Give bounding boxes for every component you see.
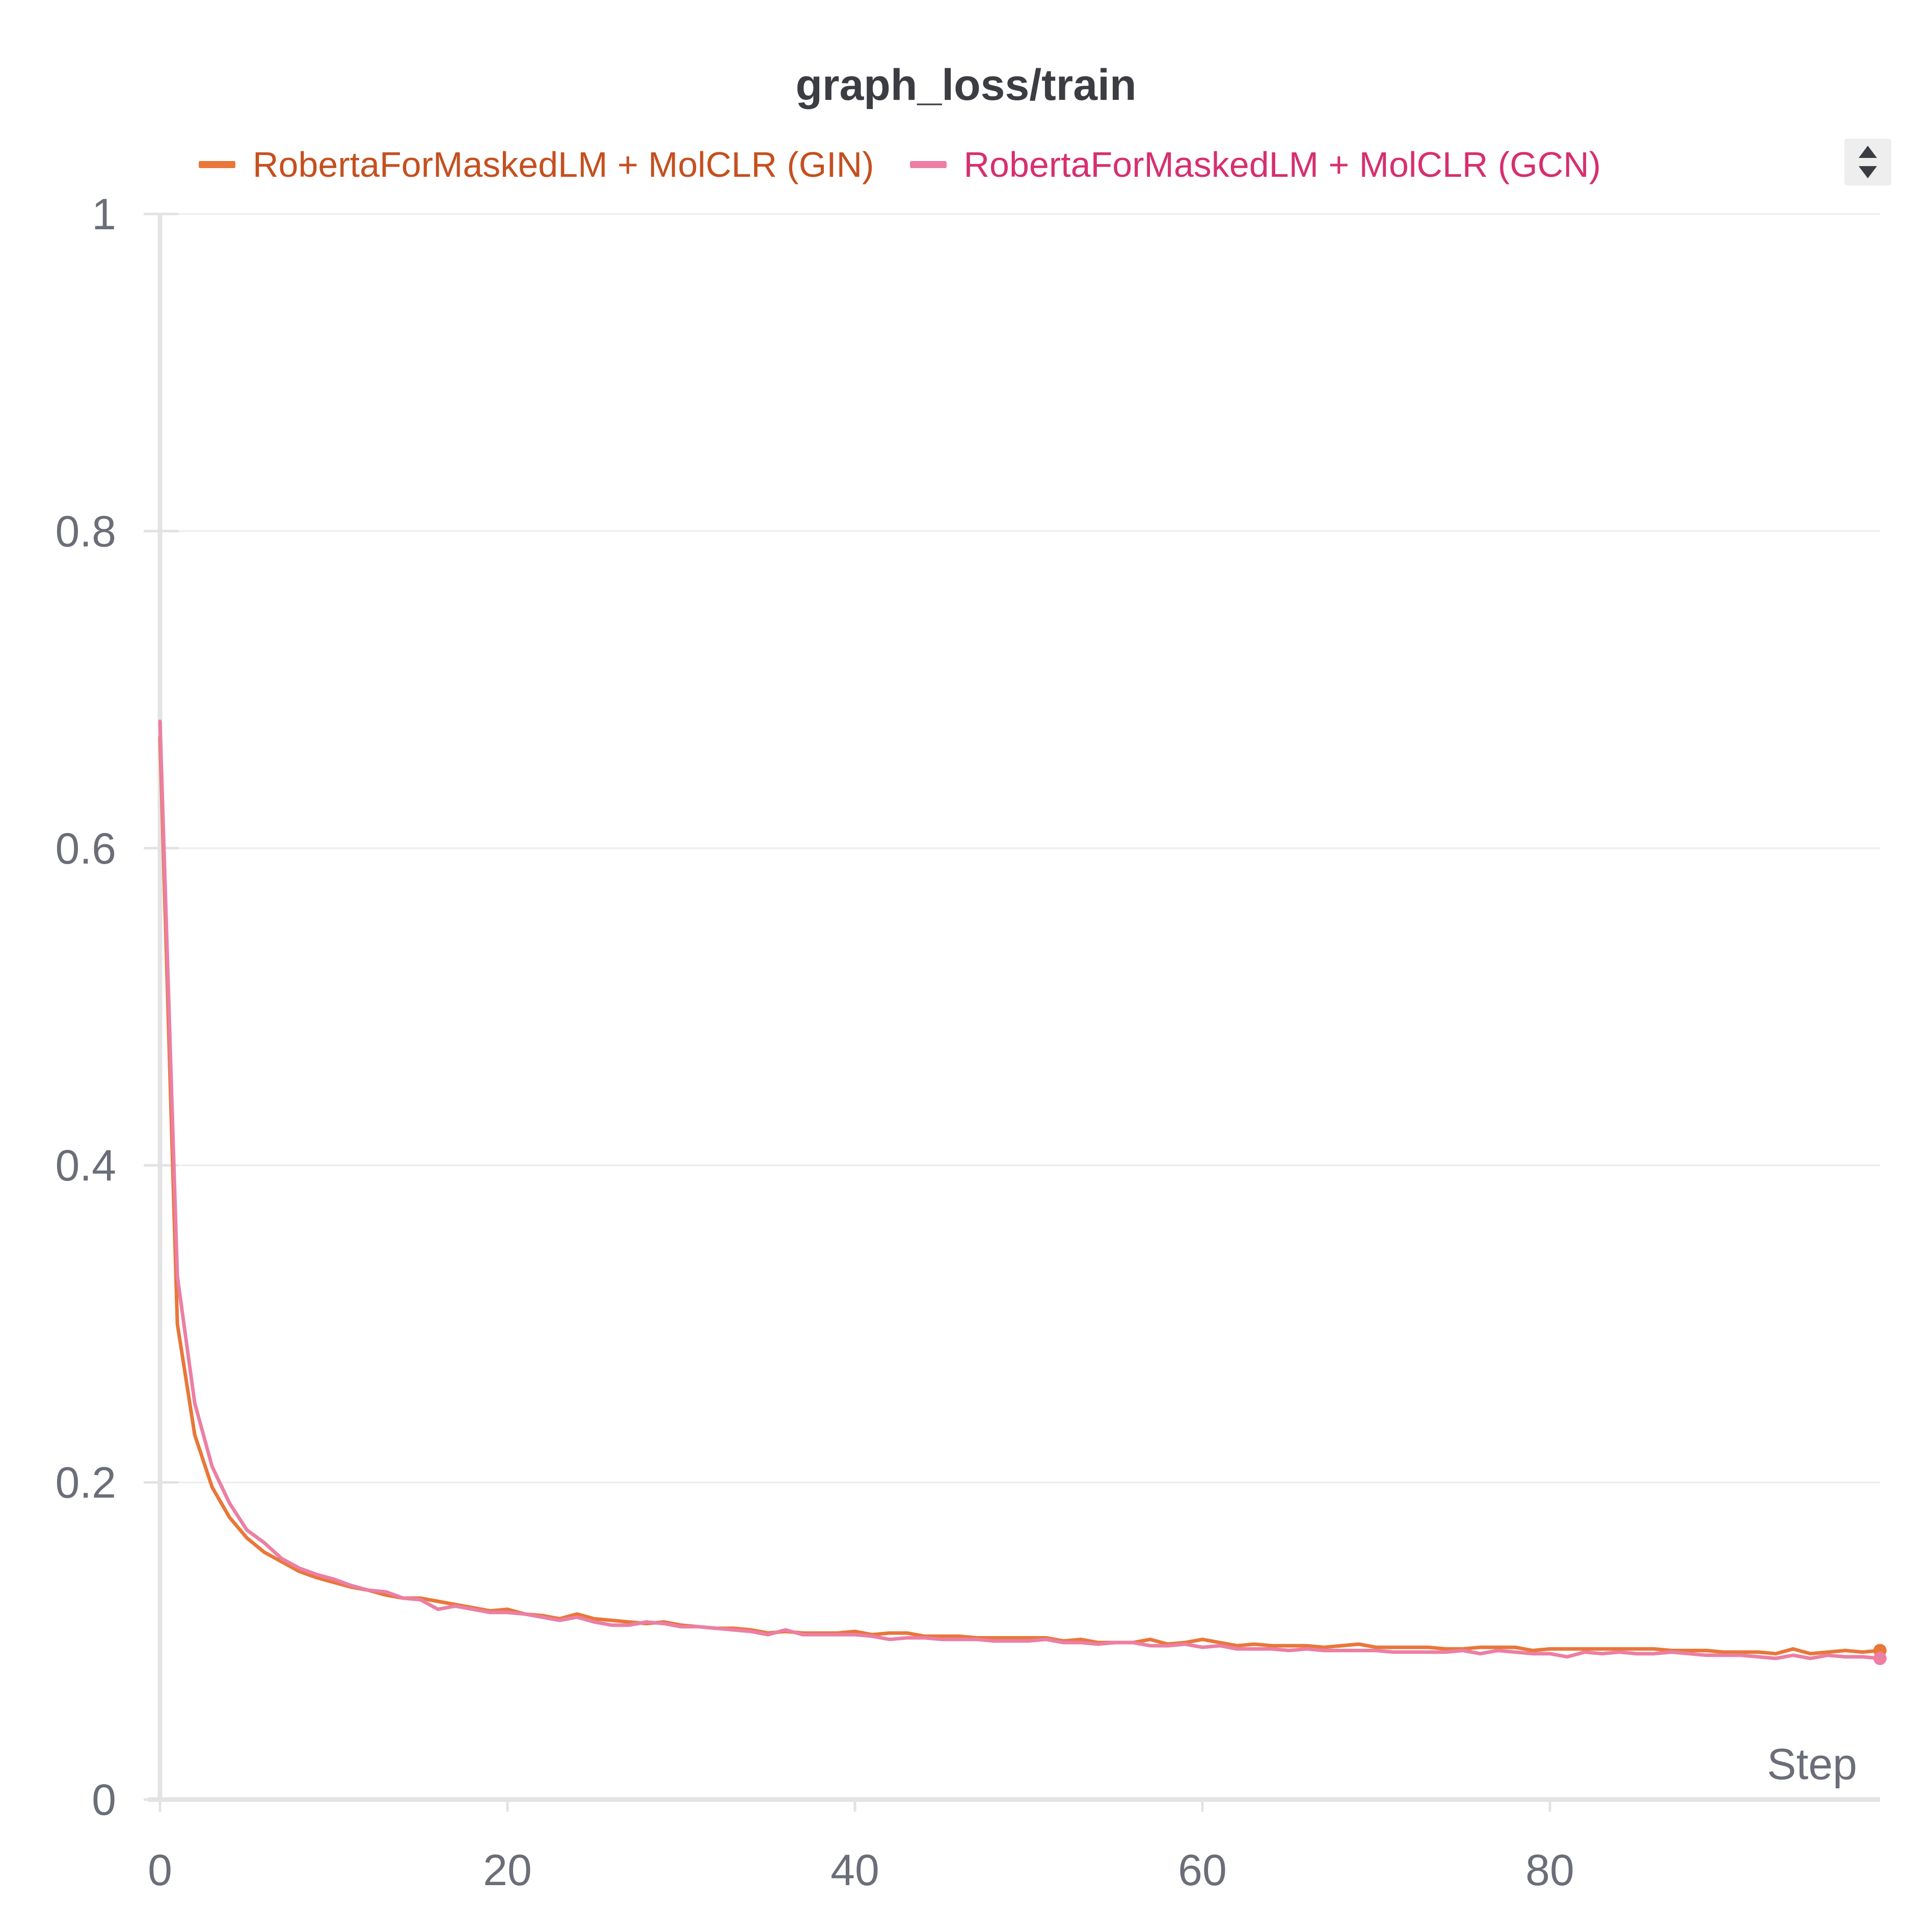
series-line-gin — [158, 735, 1882, 1656]
y-tick-label: 0.2 — [55, 1459, 116, 1508]
x-tick-label: 40 — [830, 1846, 879, 1895]
legend-label-gin: RobertaForMaskedLM + MolCLR (GIN) — [253, 145, 874, 184]
legend-item-gcn[interactable]: RobertaForMaskedLM + MolCLR (GCN) — [909, 144, 1601, 185]
series-endpoint-gcn — [1873, 1652, 1887, 1666]
legend-swatch-gcn — [909, 161, 947, 168]
series-lines — [158, 719, 1887, 1666]
y-ticks: 0 0.2 0.4 0.6 0.8 1 — [55, 190, 178, 1824]
x-tick-label: 20 — [483, 1846, 532, 1895]
y-tick-label: 0.8 — [55, 507, 116, 556]
sort-arrows-icon — [1859, 146, 1877, 178]
x-tick-label: 0 — [148, 1846, 172, 1895]
legend-swatch-gin — [199, 161, 235, 168]
y-tick-label: 0.4 — [55, 1141, 116, 1190]
series-line-gcn — [158, 719, 1882, 1660]
x-tick-label: 80 — [1525, 1846, 1574, 1895]
chart-title: graph_loss/train — [795, 61, 1137, 110]
legend: RobertaForMaskedLM + MolCLR (GIN) Robert… — [199, 142, 1636, 187]
x-tick-label: 60 — [1178, 1846, 1227, 1895]
legend-label-gcn: RobertaForMaskedLM + MolCLR (GCN) — [963, 145, 1601, 184]
sort-toggle-button[interactable] — [1844, 139, 1891, 185]
y-tick-label: 0 — [92, 1776, 116, 1824]
axes — [148, 214, 1880, 1802]
grid-lines — [160, 213, 1880, 1484]
legend-item-gin[interactable]: RobertaForMaskedLM + MolCLR (GIN) — [199, 144, 874, 185]
x-ticks: 0 20 40 60 80 — [148, 1800, 1574, 1895]
x-axis-title: Step — [1767, 1740, 1857, 1789]
y-tick-label: 0.6 — [55, 824, 116, 873]
y-tick-label: 1 — [92, 190, 116, 239]
